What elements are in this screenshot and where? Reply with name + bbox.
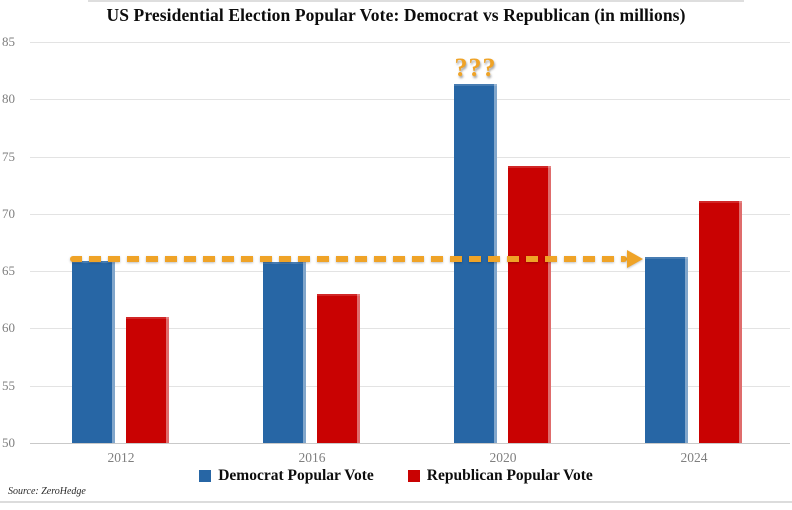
bar-republican-2020 [508, 165, 551, 443]
gridline-55 [30, 385, 790, 387]
x-tick-label-2020: 2020 [489, 450, 517, 465]
source-credit: Source: ZeroHedge [8, 486, 86, 497]
bar-republican-2016 [317, 294, 360, 443]
legend: Democrat Popular Vote Republican Popular … [0, 467, 792, 485]
bar-democrat-2020 [454, 84, 497, 443]
y-tick-label-50: 50 [2, 435, 15, 450]
legend-swatch-republican [407, 470, 420, 482]
bar-republican-2012 [126, 316, 169, 443]
legend-item-democrat: Democrat Popular Vote [199, 467, 374, 485]
y-tick-label-70: 70 [2, 205, 15, 221]
legend-swatch-democrat [199, 470, 212, 482]
trend-arrow-head [627, 249, 643, 268]
chart-title: US Presidential Election Popular Vote: D… [106, 5, 686, 25]
y-tick-label-75: 75 [2, 148, 15, 164]
y-tick-label-80: 80 [2, 91, 15, 107]
gridline-65 [30, 271, 790, 273]
legend-label: Republican Popular Vote [426, 467, 593, 484]
y-tick-label-60: 60 [2, 320, 15, 336]
x-tick-label-2012: 2012 [107, 450, 135, 465]
gridline-75 [30, 156, 790, 158]
cropped-content-artifact [88, 0, 744, 2]
y-tick-label-55: 55 [2, 377, 15, 393]
x-tick-label-2016: 2016 [298, 450, 326, 465]
legend-label: Democrat Popular Vote [218, 467, 374, 484]
gridline-80 [30, 99, 790, 101]
bar-democrat-2024 [645, 257, 688, 443]
gridline-50 [30, 443, 790, 444]
trend-arrow-dashes [70, 255, 627, 262]
gridline-60 [30, 328, 790, 330]
legend-item-republican: Republican Popular Vote [407, 467, 593, 485]
bar-democrat-2016 [263, 261, 306, 443]
y-tick-label-65: 65 [2, 263, 15, 279]
bar-republican-2024 [699, 201, 742, 443]
y-tick-label-85: 85 [2, 34, 15, 49]
annotation-question-marks: ??? [454, 53, 497, 83]
gridline-70 [30, 213, 790, 215]
bottom-divider [0, 501, 792, 503]
bar-democrat-2012 [72, 260, 115, 443]
gridline-85 [30, 42, 790, 43]
x-tick-label-2024: 2024 [680, 450, 708, 465]
